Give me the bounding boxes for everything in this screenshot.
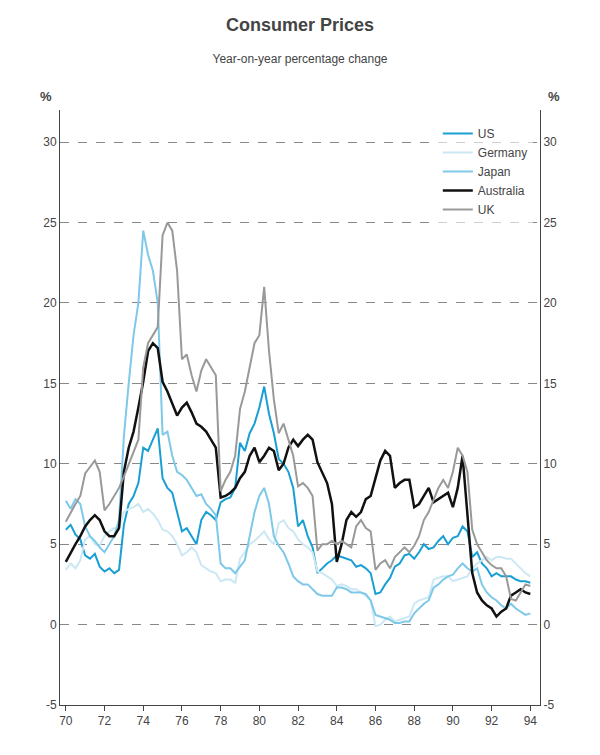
svg-text:Consumer Prices: Consumer Prices [226,15,374,35]
svg-text:25: 25 [543,216,557,230]
svg-text:72: 72 [98,714,112,728]
svg-text:30: 30 [543,135,557,149]
svg-text:84: 84 [330,714,344,728]
svg-text:0: 0 [543,618,550,632]
svg-text:5: 5 [50,537,57,551]
svg-text:20: 20 [543,296,557,310]
svg-text:88: 88 [408,714,422,728]
svg-text:94: 94 [524,714,538,728]
svg-text:Japan: Japan [478,165,511,179]
svg-text:92: 92 [485,714,499,728]
svg-text:Year-on-year percentage change: Year-on-year percentage change [212,52,387,66]
svg-text:%: % [548,89,560,104]
svg-text:15: 15 [43,377,57,391]
svg-text:90: 90 [446,714,460,728]
svg-text:25: 25 [43,216,57,230]
svg-text:74: 74 [137,714,151,728]
svg-text:Germany: Germany [478,146,527,160]
svg-text:78: 78 [214,714,228,728]
svg-text:-5: -5 [46,698,57,712]
svg-text:UK: UK [478,203,495,217]
svg-text:15: 15 [543,377,557,391]
svg-text:%: % [40,89,52,104]
svg-text:76: 76 [175,714,189,728]
svg-text:86: 86 [369,714,383,728]
svg-text:10: 10 [543,457,557,471]
svg-text:82: 82 [291,714,305,728]
svg-text:80: 80 [253,714,267,728]
svg-text:70: 70 [59,714,73,728]
svg-text:30: 30 [43,135,57,149]
svg-text:10: 10 [43,457,57,471]
svg-text:20: 20 [43,296,57,310]
svg-text:US: US [478,127,495,141]
svg-text:-5: -5 [543,698,554,712]
svg-text:Australia: Australia [478,184,525,198]
svg-text:5: 5 [543,537,550,551]
svg-text:0: 0 [50,618,57,632]
